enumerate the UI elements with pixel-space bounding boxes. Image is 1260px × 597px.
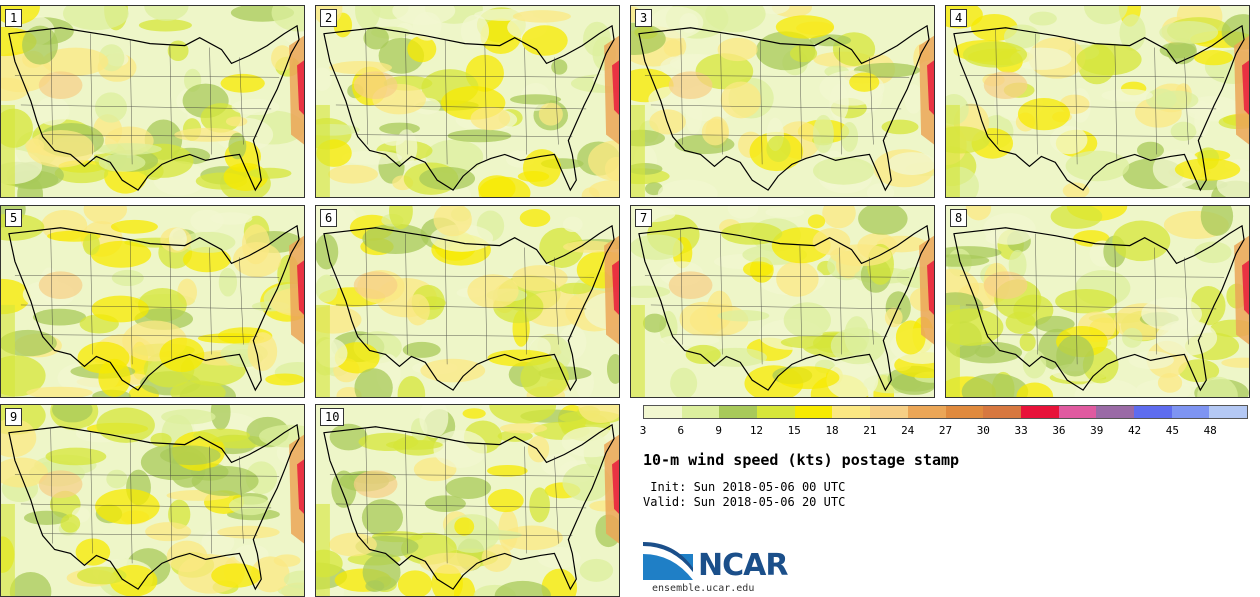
colorbar-segment — [719, 406, 758, 418]
coastline — [8, 224, 300, 392]
member-number-label: 4 — [950, 9, 968, 27]
wind-speed-colorbar — [643, 405, 1248, 419]
wind-speed-map — [946, 6, 1249, 197]
state-borders — [959, 29, 1225, 165]
colorbar-tick-label: 30 — [976, 424, 990, 437]
colorbar-tick-label: 21 — [863, 424, 877, 437]
coastline — [323, 423, 615, 591]
wind-speed-map — [631, 6, 934, 197]
ensemble-member-panel: 9 — [0, 404, 305, 597]
ncar-logo — [643, 542, 693, 580]
colorbar-segment — [832, 406, 871, 418]
colorbar-segment — [945, 406, 984, 418]
wind-speed-map — [631, 206, 934, 397]
ensemble-member-panel: 2 — [315, 5, 620, 198]
ensemble-member-panel: 6 — [315, 205, 620, 398]
ensemble-member-panel: 5 — [0, 205, 305, 398]
valid-time: Valid: Sun 2018-05-06 20 UTC — [643, 495, 846, 509]
colorbar-segment — [757, 406, 795, 418]
colorbar-tick-label: 45 — [1165, 424, 1179, 437]
colorbar-segment — [1133, 406, 1172, 418]
figure-title: 10-m wind speed (kts) postage stamp — [643, 451, 960, 469]
wind-speed-map — [316, 206, 619, 397]
coastline — [8, 24, 300, 192]
coastline — [638, 24, 930, 192]
state-borders — [14, 428, 280, 564]
member-number-label: 9 — [5, 408, 23, 426]
ensemble-member-panel: 4 — [945, 5, 1250, 198]
colorbar-tick-label: 12 — [749, 424, 764, 437]
wind-speed-map — [316, 405, 619, 596]
member-number-label: 8 — [950, 209, 968, 227]
colorbar-segment — [1096, 406, 1134, 418]
state-borders — [644, 229, 910, 365]
coastline — [953, 224, 1245, 392]
coastline — [953, 24, 1245, 192]
ensemble-member-panel: 7 — [630, 205, 935, 398]
colorbar-segment — [1209, 406, 1247, 418]
colorbar-tick-labels: 3 6 9 12 15 18 21 24 27 30 33 36 39 42 45 48 — [639, 424, 1248, 438]
state-borders — [644, 29, 910, 165]
wind-speed-map — [1, 405, 304, 596]
wind-speed-map — [1, 6, 304, 197]
state-borders — [329, 428, 595, 564]
wind-speed-map — [946, 206, 1249, 397]
member-number-label: 2 — [320, 9, 338, 27]
colorbar-segment — [794, 406, 833, 418]
colorbar-segment — [1058, 406, 1097, 418]
ensemble-member-panel: 10 — [315, 404, 620, 597]
colorbar-tick-label: 3 — [639, 424, 647, 437]
colorbar-segment — [907, 406, 946, 418]
coastline — [323, 224, 615, 392]
member-number-label: 7 — [635, 209, 653, 227]
colorbar-segment — [1171, 406, 1210, 418]
state-borders — [959, 229, 1225, 365]
coastline — [638, 224, 930, 392]
colorbar-tick-label: 15 — [787, 424, 801, 437]
colorbar-segment — [983, 406, 1021, 418]
colorbar-tick-label: 18 — [825, 424, 839, 437]
member-number-label: 3 — [635, 9, 653, 27]
colorbar-tick-label: 6 — [677, 424, 685, 437]
coastline — [323, 24, 615, 192]
coastline — [8, 423, 300, 591]
ncar-logo-text: NCAR — [698, 548, 788, 583]
colorbar-tick-label: 42 — [1127, 424, 1142, 437]
colorbar-segment — [681, 406, 720, 418]
colorbar-tick-label: 39 — [1090, 424, 1104, 437]
ensemble-member-panel: 3 — [630, 5, 935, 198]
colorbar-tick-label: 9 — [715, 424, 722, 437]
init-time: Init: Sun 2018-05-06 00 UTC — [643, 480, 846, 494]
colorbar-segment — [644, 406, 682, 418]
state-borders — [14, 229, 280, 365]
colorbar-segment — [870, 406, 908, 418]
website-url: ensemble.ucar.edu — [652, 583, 755, 594]
member-number-label: 5 — [5, 209, 23, 227]
ensemble-member-panel: 1 — [0, 5, 305, 198]
state-borders — [329, 29, 595, 165]
ensemble-member-panel: 8 — [945, 205, 1250, 398]
colorbar-tick-label: 48 — [1203, 424, 1217, 437]
state-borders — [329, 229, 595, 365]
member-number-label: 1 — [5, 9, 23, 27]
colorbar-tick-label: 36 — [1052, 424, 1066, 437]
colorbar-tick-label: 33 — [1014, 424, 1028, 437]
member-number-label: 10 — [320, 408, 345, 426]
member-number-label: 6 — [320, 209, 338, 227]
wind-speed-map — [1, 206, 304, 397]
wind-speed-map — [316, 6, 619, 197]
colorbar-tick-label: 27 — [938, 424, 953, 437]
state-borders — [14, 29, 280, 165]
colorbar-segment — [1020, 406, 1059, 418]
colorbar-tick-label: 24 — [901, 424, 915, 437]
